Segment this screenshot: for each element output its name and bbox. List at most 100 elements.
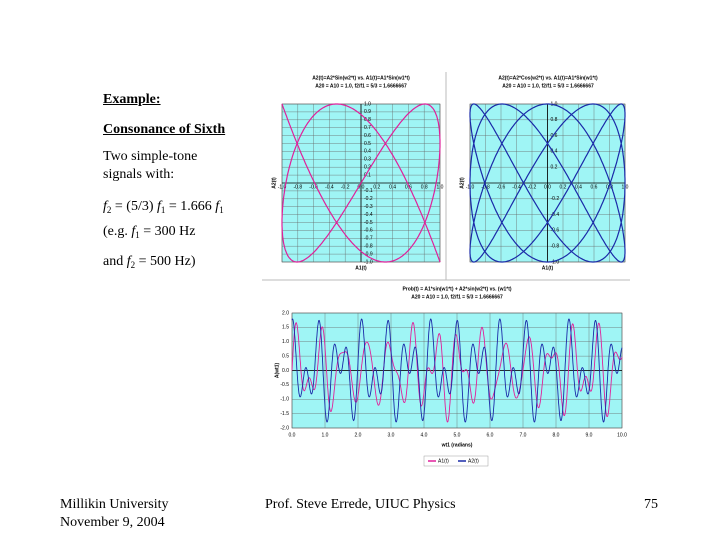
y-tick-label: -0.9 xyxy=(364,251,373,257)
x-tick-label: -0.8 xyxy=(293,184,302,190)
y-tick-label: 0.5 xyxy=(364,141,371,147)
y-tick-label: 1.0 xyxy=(364,101,371,107)
heading: Example: xyxy=(103,92,161,107)
y-axis-label: A2(t) xyxy=(459,177,465,189)
formula: f2 = (5/3) f1 = 1.666 f1 xyxy=(103,198,224,219)
x-tick-label: 4.0 xyxy=(421,432,428,438)
intro-line: signals with: xyxy=(103,167,175,182)
y-tick-label: -0.1 xyxy=(364,188,373,194)
x-tick-label: 10.0 xyxy=(617,432,627,438)
symbol: f xyxy=(157,199,161,214)
x-tick-label: 0.6 xyxy=(591,184,598,190)
y-tick-label: -1.0 xyxy=(280,397,289,403)
y-tick-label: 0.7 xyxy=(364,125,371,131)
x-tick-label: 0.4 xyxy=(389,184,396,190)
chart-title: A2(t)=A2*Cos(w2*t) vs. A1(t)=A1*Sin(w1*t… xyxy=(498,75,598,81)
y-tick-label: -0.2 xyxy=(551,196,560,202)
y-tick-label: 1.5 xyxy=(282,325,289,331)
text: = 1.666 xyxy=(165,199,216,214)
y-tick-label: 0.1 xyxy=(364,172,371,178)
y-tick-label: 0.2 xyxy=(364,165,371,171)
footer-left: Millikin University xyxy=(60,497,169,512)
chart-title: A20 = A10 = 1.0, f2/f1 = 5/3 = 1.6666667 xyxy=(411,294,503,300)
text: = 500 Hz) xyxy=(135,254,196,269)
x-tick-label: 1.0 xyxy=(437,184,444,190)
y-tick-label: -0.3 xyxy=(364,204,373,210)
x-axis-label: A1(t) xyxy=(542,265,554,271)
y-tick-label: -0.6 xyxy=(364,228,373,234)
example: (e.g. f1 = 300 Hz xyxy=(103,223,196,244)
y-tick-label: -0.5 xyxy=(364,220,373,226)
example: and f2 = 500 Hz) xyxy=(103,253,196,274)
legend-label: A2(t) xyxy=(468,458,479,464)
symbol: f xyxy=(131,224,136,239)
y-tick-label: -0.7 xyxy=(364,236,373,242)
curve xyxy=(281,103,441,263)
subscript: 1 xyxy=(160,205,166,215)
subscript: 2 xyxy=(130,260,136,270)
curve xyxy=(291,321,623,423)
x-tick-label: 8.0 xyxy=(553,432,560,438)
x-axis-label: wt1 (radians) xyxy=(441,442,473,448)
intro-line: Two simple-tone xyxy=(103,149,198,164)
y-tick-label: 1.0 xyxy=(282,339,289,345)
x-tick-label: 2.0 xyxy=(355,432,362,438)
x-tick-label: -0.8 xyxy=(481,184,490,190)
x-tick-label: 0.8 xyxy=(606,184,613,190)
legend-box xyxy=(423,455,489,467)
curve xyxy=(291,318,623,423)
chart-title: Prob(t) = A1*sin(w1*t) + A2*sin(w2*t) vs… xyxy=(402,286,511,292)
subscript: 1 xyxy=(219,205,224,215)
symbol: f xyxy=(126,254,131,269)
y-tick-label: 0.6 xyxy=(364,133,371,139)
curve xyxy=(469,103,626,263)
x-tick-label: 6.0 xyxy=(487,432,494,438)
x-tick-label: 0.4 xyxy=(575,184,582,190)
text: = (5/3) xyxy=(111,199,157,214)
y-tick-label: 0.8 xyxy=(551,117,558,123)
text: = 300 Hz xyxy=(139,224,196,239)
x-tick-label: -1.0 xyxy=(278,184,287,190)
x-tick-label: 0.6 xyxy=(405,184,412,190)
page-number: 75 xyxy=(644,497,658,512)
x-tick-label: -0.6 xyxy=(309,184,318,190)
y-tick-label: 2.0 xyxy=(282,310,289,316)
y-tick-label: 0.9 xyxy=(364,109,371,115)
y-tick-label: -0.8 xyxy=(551,244,560,250)
y-tick-label: -1.0 xyxy=(551,259,560,265)
chart-title: A20 = A10 = 1.0, f2/f1 = 5/3 = 1.6666667 xyxy=(315,83,407,89)
y-tick-label: -0.5 xyxy=(280,382,289,388)
x-tick-label: 5.0 xyxy=(454,432,461,438)
x-tick-label: -0.4 xyxy=(325,184,334,190)
x-tick-label: -0.6 xyxy=(497,184,506,190)
text: (e.g. xyxy=(103,224,132,239)
symbol: f xyxy=(103,199,107,214)
y-tick-label: 0.5 xyxy=(282,353,289,359)
y-tick-label: 0.4 xyxy=(551,149,558,155)
y-tick-label: -0.8 xyxy=(364,244,373,250)
chart-title: A20 = A10 = 1.0, f2/f1 = 5/3 = 1.6666667 xyxy=(502,83,594,89)
chart-title: A2(t)=A2*Sin(w2*t) vs. A1(t)=A1*Sin(w1*t… xyxy=(312,75,410,81)
x-tick-label: 0.8 xyxy=(421,184,428,190)
x-axis-label: A1(t) xyxy=(355,265,367,271)
subheading: Consonance of Sixth xyxy=(103,122,226,137)
footer-center: Prof. Steve Errede, UIUC Physics xyxy=(265,497,456,512)
x-tick-label: 0.2 xyxy=(560,184,567,190)
legend-label: A1(t) xyxy=(438,458,449,464)
x-tick-label: 9.0 xyxy=(586,432,593,438)
y-axis-label: A(wt1) xyxy=(274,363,280,379)
y-axis-label: A2(t) xyxy=(271,177,277,189)
x-tick-label: 3.0 xyxy=(388,432,395,438)
y-tick-label: 0.0 xyxy=(282,368,289,374)
text: and xyxy=(103,254,127,269)
x-tick-label: 7.0 xyxy=(520,432,527,438)
y-tick-label: 0.6 xyxy=(551,133,558,139)
x-tick-label: 0.2 xyxy=(373,184,380,190)
y-tick-label: 0.4 xyxy=(364,149,371,155)
y-tick-label: -0.4 xyxy=(364,212,373,218)
footer-left: November 9, 2004 xyxy=(60,515,165,530)
y-tick-label: -2.0 xyxy=(280,425,289,431)
x-tick-label: -0.2 xyxy=(528,184,537,190)
